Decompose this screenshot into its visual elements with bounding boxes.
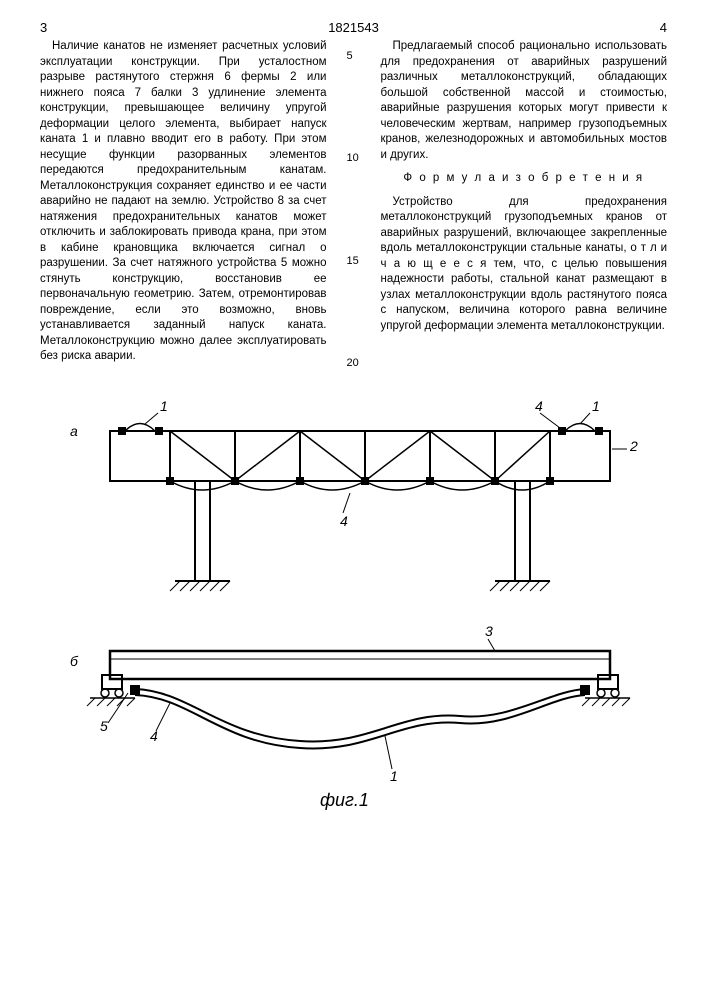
line-marker: 15 [347,254,361,269]
cable-top-left [125,423,155,431]
left-column: Наличие канатов не изменяет расчетных ус… [40,39,327,371]
callout-3: 3 [485,623,493,639]
label-a: а [70,423,78,439]
line-marker: 10 [347,151,361,166]
callout-4b: 4 [340,513,348,529]
left-p1: Наличие канатов не изменяет расчетных ус… [40,39,327,365]
figure-1: а [40,391,667,816]
page-right: 4 [660,20,667,35]
figure-svg: а [40,391,660,811]
doc-number: 1821543 [328,20,379,35]
page-left: 3 [40,20,47,35]
line-markers: 5 10 15 20 [347,39,361,371]
line-marker: 5 [347,49,361,64]
callout-4a: 4 [535,398,543,414]
callout-1a: 1 [160,398,168,414]
callout-5: 5 [100,718,108,734]
right-p2: Устройство для предохранения металлоконс… [381,195,668,335]
formula-title: Ф о р м у л а и з о б р е т е н и я [381,171,668,187]
text-columns: Наличие канатов не изменяет расчетных ус… [40,39,667,371]
label-b: б [70,653,79,669]
beam-body [110,651,610,679]
cable-top-right [565,423,595,431]
right-column: Предлагаемый способ рационально использо… [381,39,668,371]
callout-1c: 1 [390,768,398,784]
line-marker: 20 [347,356,361,371]
figure-caption: фиг.1 [320,790,369,810]
callout-2: 2 [629,438,638,454]
callout-1b: 1 [592,398,600,414]
truss-outline [110,431,610,481]
right-p1: Предлагаемый способ рационально использо… [381,39,668,163]
